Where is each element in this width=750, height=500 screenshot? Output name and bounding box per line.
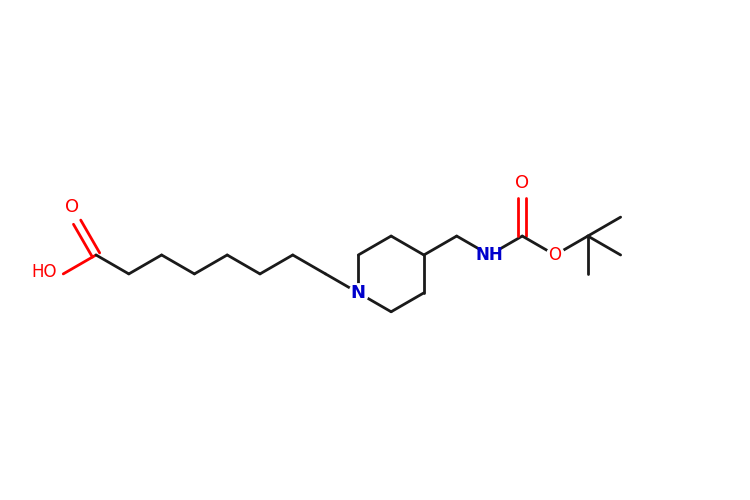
Text: N: N bbox=[351, 284, 366, 302]
Text: O: O bbox=[548, 246, 562, 264]
Text: O: O bbox=[65, 198, 80, 216]
Text: O: O bbox=[515, 174, 529, 192]
Text: NH: NH bbox=[476, 246, 503, 264]
Text: HO: HO bbox=[32, 263, 57, 281]
